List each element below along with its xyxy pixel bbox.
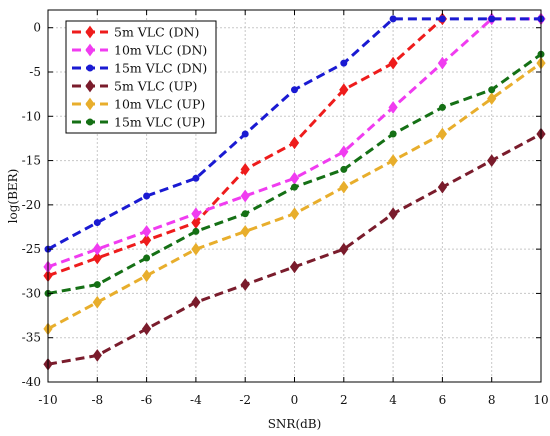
data-point xyxy=(92,295,102,309)
legend-label: 5m VLC (DN) xyxy=(114,25,199,40)
data-point xyxy=(141,269,152,283)
series-line xyxy=(47,17,541,269)
y-tick-label: -15 xyxy=(22,154,41,168)
data-point xyxy=(191,207,201,221)
data-point xyxy=(388,101,398,114)
data-point xyxy=(339,180,349,194)
legend-marker xyxy=(85,43,95,57)
x-tick-label: 8 xyxy=(488,393,496,407)
legend-marker xyxy=(85,97,95,111)
x-tick-label: 0 xyxy=(291,393,299,407)
data-point xyxy=(291,86,298,94)
legend-marker xyxy=(86,64,94,72)
data-point xyxy=(388,56,398,70)
y-tick-label: -40 xyxy=(22,375,41,389)
data-point xyxy=(339,242,349,256)
axis-ticks: -10 -8 -6 -4 -2 0 2 4 6 8 100-5-10-15-20-25-30-35-… xyxy=(22,10,549,407)
data-point xyxy=(92,251,102,265)
data-point xyxy=(388,154,398,167)
data-point xyxy=(92,242,102,256)
data-point xyxy=(240,278,250,291)
x-axis-title: SNR(dB) xyxy=(268,417,322,431)
legend-marker xyxy=(85,25,95,39)
legend-label: 10m VLC (UP) xyxy=(114,97,205,112)
legend-label: 15m VLC (DN) xyxy=(114,61,207,76)
y-tick-label: 0 xyxy=(33,21,41,35)
data-point xyxy=(389,15,397,23)
y-tick-label: -30 xyxy=(22,286,41,300)
legend-item: 10m VLC (UP) xyxy=(72,97,205,112)
data-point xyxy=(289,260,300,274)
legend-label: 5m VLC (UP) xyxy=(114,79,197,94)
series-5 xyxy=(43,56,546,336)
data-point xyxy=(141,225,152,238)
x-tick-label: -6 xyxy=(141,393,153,407)
data-point xyxy=(389,130,397,138)
data-point xyxy=(388,207,398,221)
data-point xyxy=(192,227,200,235)
data-point xyxy=(340,165,348,173)
legend-item: 10m VLC (DN) xyxy=(72,43,207,58)
x-tick-label: -2 xyxy=(239,393,251,407)
data-point xyxy=(141,322,152,336)
data-point xyxy=(487,154,497,167)
data-point xyxy=(192,174,200,182)
legend-marker xyxy=(85,79,95,93)
legend-label: 15m VLC (UP) xyxy=(114,115,205,130)
x-tick-label: -4 xyxy=(190,393,202,407)
data-point xyxy=(240,225,250,238)
data-point xyxy=(437,180,448,194)
data-point xyxy=(191,295,201,309)
x-tick-label: -10 xyxy=(38,393,57,407)
data-point xyxy=(143,192,151,200)
data-point xyxy=(289,171,300,185)
legend: 5m VLC (DN) 10m VLC (DN) 15m VLC (DN) 5m VL… xyxy=(65,20,217,134)
legend-label: 10m VLC (DN) xyxy=(114,43,207,58)
x-tick-label: 6 xyxy=(439,393,447,407)
data-point xyxy=(437,127,448,141)
y-tick-label: -35 xyxy=(22,331,41,345)
x-tick-label: -8 xyxy=(91,393,103,407)
data-point xyxy=(437,56,448,70)
data-point xyxy=(339,145,349,159)
data-point xyxy=(240,189,250,203)
data-point xyxy=(339,83,349,97)
data-point xyxy=(241,130,249,138)
data-point xyxy=(93,281,101,289)
data-point xyxy=(487,92,497,105)
data-point xyxy=(93,219,101,227)
data-point xyxy=(92,349,102,362)
series-4 xyxy=(43,127,546,371)
legend-item: 15m VLC (UP) xyxy=(72,115,205,130)
y-tick-label: -20 xyxy=(22,198,41,212)
series-layer xyxy=(43,12,546,371)
series-6 xyxy=(44,50,545,297)
data-point xyxy=(191,242,201,256)
data-point xyxy=(241,210,249,218)
data-point xyxy=(488,86,496,94)
data-point xyxy=(143,254,151,262)
data-point xyxy=(340,59,348,67)
x-tick-label: 10 xyxy=(533,393,548,407)
y-tick-label: -25 xyxy=(22,242,41,256)
x-tick-label: 2 xyxy=(340,393,348,407)
data-point xyxy=(240,163,250,176)
y-tick-label: -5 xyxy=(29,65,41,79)
data-point xyxy=(289,136,300,150)
legend-item: 15m VLC (DN) xyxy=(72,61,207,76)
y-tick-label: -10 xyxy=(22,109,41,123)
y-axis-title: log(BER) xyxy=(6,169,20,224)
data-point xyxy=(438,15,446,23)
legend-item: 5m VLC (DN) xyxy=(72,25,199,40)
data-point xyxy=(438,103,446,111)
x-tick-label: 4 xyxy=(389,393,397,407)
legend-marker xyxy=(86,118,94,126)
legend-item: 5m VLC (UP) xyxy=(72,79,197,94)
legend-box xyxy=(65,20,217,134)
data-point xyxy=(289,207,300,221)
data-point xyxy=(141,233,152,247)
data-point xyxy=(488,15,496,23)
data-point xyxy=(291,183,298,191)
